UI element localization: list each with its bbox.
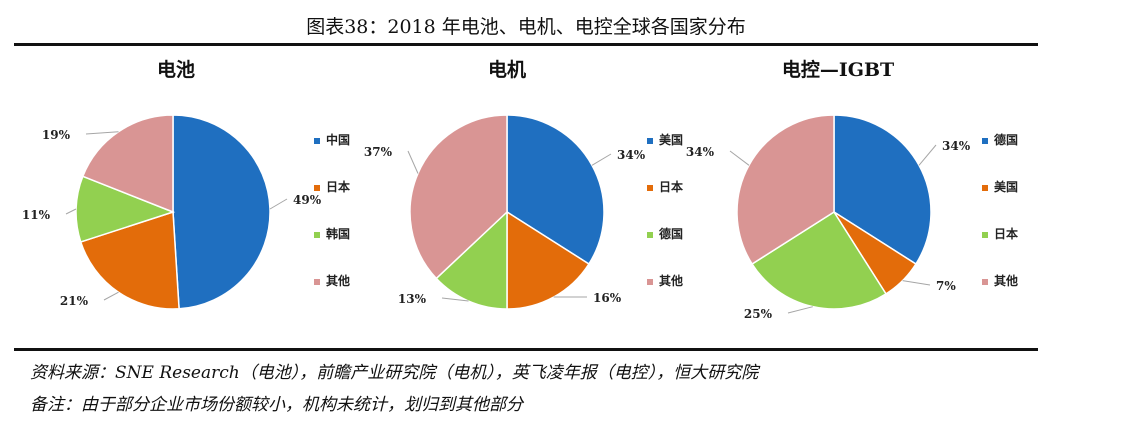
pie-charts: 电池49%中国21%日本11%韩国19%其他电机34%美国16%日本13%德国3… (22, 58, 1018, 321)
data-label: 16% (593, 291, 622, 305)
legend-label: 美国 (994, 179, 1018, 194)
pie-chart-2: 电机 34% 美国 16% 日本 13% 德国 37% 其他 (364, 58, 683, 310)
pie-slice-韩国 (75, 175, 176, 243)
data-label: 37% (364, 145, 393, 159)
leader-line (918, 144, 937, 166)
bottom-rule (14, 348, 1038, 351)
legend-swatch (647, 279, 653, 285)
data-label: 49% (293, 193, 322, 207)
leader-line (591, 153, 612, 166)
data-label: 34% (686, 145, 715, 159)
data-label: 19% (42, 128, 71, 142)
chart-title: 电机 (488, 58, 526, 81)
leader-line (85, 131, 119, 135)
leader-line (902, 280, 931, 286)
data-label: 7% (936, 279, 956, 293)
data-label: 11% (22, 208, 51, 222)
legend-swatch (982, 185, 988, 191)
data-label: 25% (744, 307, 773, 321)
data-label: 34% (942, 139, 971, 153)
legend-label: 中国 (326, 132, 350, 147)
legend-swatch (647, 185, 653, 191)
top-rule (14, 43, 1038, 46)
legend-swatch (314, 232, 320, 238)
chart-title: 电控—IGBT (782, 58, 894, 81)
chart-title: 电池 (157, 58, 195, 81)
leader-line (407, 150, 419, 174)
leader-line (269, 198, 288, 210)
data-label: 13% (398, 292, 427, 306)
legend-swatch (647, 138, 653, 144)
legend-label: 德国 (994, 132, 1018, 147)
pie-slice-日本 (751, 210, 888, 310)
legend-label: 其他 (994, 273, 1018, 288)
source-text: 资料来源：SNE Research（电池），前瞻产业研究院（电机），英飞凌年报（… (30, 363, 759, 383)
legend-label: 德国 (659, 226, 683, 241)
legend-label: 其他 (326, 273, 350, 288)
legend-label: 日本 (659, 179, 683, 194)
data-label: 21% (60, 294, 89, 308)
note-text: 备注：由于部分企业市场份额较小，机构未统计，划归到其他部分 (30, 395, 523, 415)
leader-line (441, 297, 469, 302)
legend-label: 其他 (659, 273, 683, 288)
data-label: 34% (617, 148, 646, 162)
pie-chart-3: 电控—IGBT 34% 德国 7% 美国 25% 日本 34% 其他 (686, 58, 1018, 321)
legend-label: 日本 (994, 226, 1018, 241)
legend-label: 日本 (326, 179, 350, 194)
pie-slice-其他 (81, 114, 174, 214)
legend-swatch (314, 185, 320, 191)
pie-chart-1: 电池 49% 中国 21% 日本 11% 韩国 19% 其他 (22, 58, 350, 310)
figure-title: 图表38：2018 年电池、电机、电控全球各国家分布 (306, 16, 746, 38)
legend-swatch (982, 232, 988, 238)
leader-line (103, 291, 119, 301)
leader-line (729, 150, 750, 166)
legend-swatch (982, 279, 988, 285)
legend-swatch (982, 138, 988, 144)
legend-swatch (314, 279, 320, 285)
leader-line (65, 208, 77, 215)
legend-swatch (647, 232, 653, 238)
legend-label: 美国 (659, 132, 683, 147)
leader-line (787, 306, 813, 314)
legend-label: 韩国 (326, 226, 350, 241)
legend-swatch (314, 138, 320, 144)
pie-slice-中国 (172, 114, 271, 310)
